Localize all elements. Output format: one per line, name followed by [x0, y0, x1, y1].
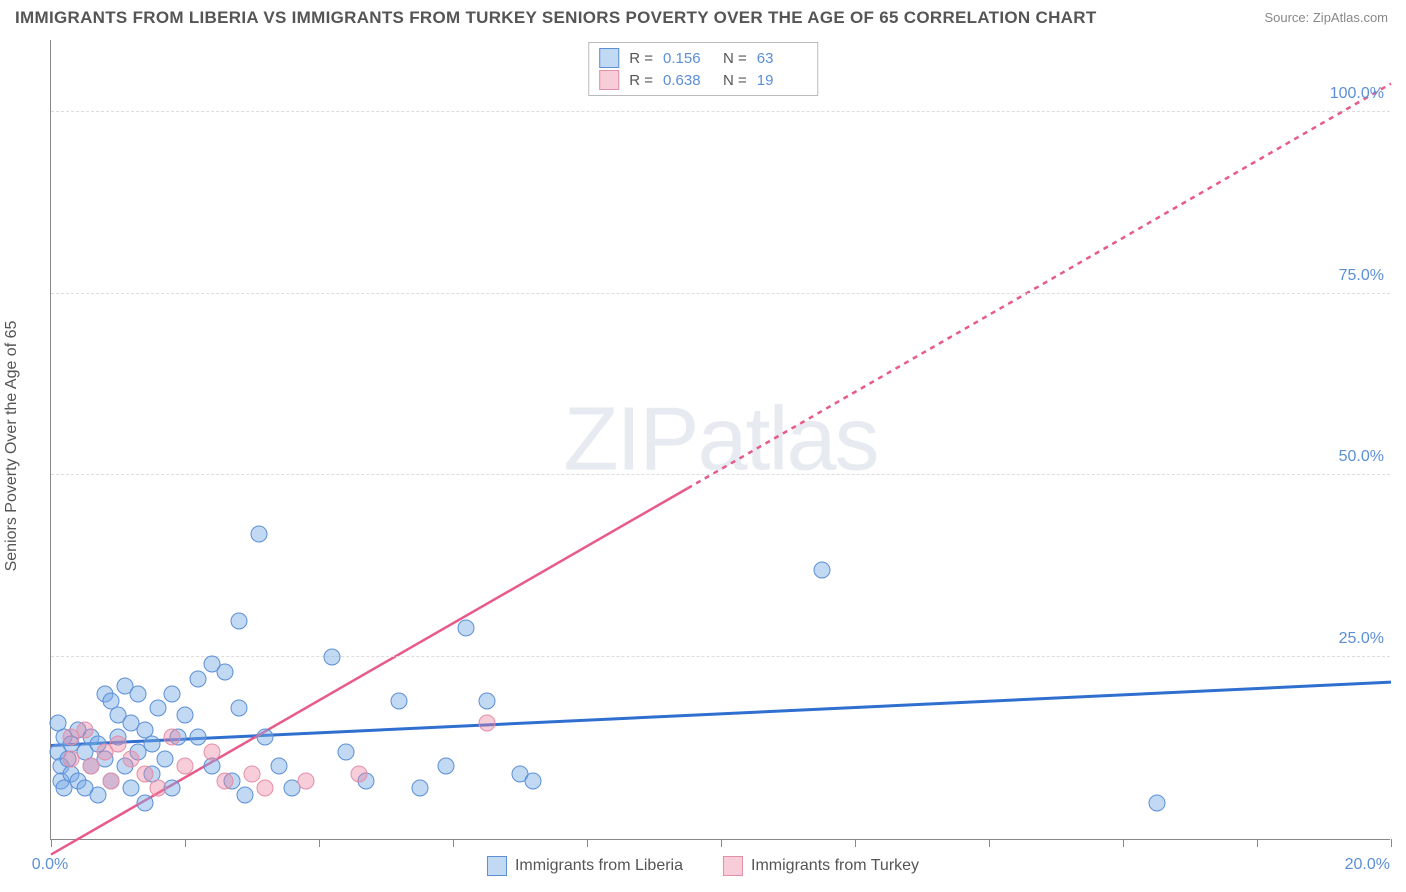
data-point: [177, 707, 194, 724]
y-tick-label: 25.0%: [1339, 630, 1384, 648]
legend-label: Immigrants from Liberia: [515, 857, 683, 875]
data-point: [525, 772, 542, 789]
data-point: [76, 721, 93, 738]
data-point: [190, 671, 207, 688]
data-point: [257, 780, 274, 797]
data-point: [150, 700, 167, 717]
legend-swatch: [599, 70, 619, 90]
x-tick: [587, 839, 588, 847]
data-point: [813, 561, 830, 578]
y-axis-label: Seniors Poverty Over the Age of 65: [3, 321, 21, 572]
data-point: [89, 787, 106, 804]
data-point: [1148, 794, 1165, 811]
data-point: [130, 685, 147, 702]
data-point: [150, 780, 167, 797]
x-tick: [721, 839, 722, 847]
data-point: [230, 700, 247, 717]
data-point: [177, 758, 194, 775]
data-point: [257, 729, 274, 746]
data-point: [123, 780, 140, 797]
data-point: [391, 692, 408, 709]
x-axis-min-label: 0.0%: [32, 856, 68, 874]
legend-swatch: [723, 856, 743, 876]
legend-item: Immigrants from Turkey: [723, 856, 919, 876]
x-tick: [1257, 839, 1258, 847]
y-tick-label: 75.0%: [1339, 267, 1384, 285]
data-point: [244, 765, 261, 782]
data-point: [438, 758, 455, 775]
data-point: [123, 751, 140, 768]
scatter-plot: ZIPatlas 25.0% 50.0% 75.0% 100.0%: [50, 40, 1390, 840]
trend-lines: [51, 40, 1390, 839]
legend-item: Immigrants from Liberia: [487, 856, 683, 876]
stats-legend: R = 0.156 N = 63 R = 0.638 N = 19: [588, 42, 818, 96]
y-tick-label: 100.0%: [1330, 85, 1384, 103]
data-point: [478, 692, 495, 709]
stats-row: R = 0.638 N = 19: [599, 69, 807, 91]
stats-row: R = 0.156 N = 63: [599, 47, 807, 69]
grid-line: [51, 656, 1390, 657]
source-attribution: Source: ZipAtlas.com: [1264, 10, 1388, 25]
legend-swatch: [487, 856, 507, 876]
data-point: [230, 612, 247, 629]
grid-line: [51, 111, 1390, 112]
data-point: [163, 729, 180, 746]
data-point: [163, 685, 180, 702]
grid-line: [51, 474, 1390, 475]
data-point: [203, 758, 220, 775]
data-point: [237, 787, 254, 804]
y-tick-label: 50.0%: [1339, 448, 1384, 466]
r-value: 0.638: [663, 72, 713, 89]
grid-line: [51, 293, 1390, 294]
x-tick: [51, 839, 52, 847]
data-point: [217, 663, 234, 680]
series-legend: Immigrants from Liberia Immigrants from T…: [487, 856, 919, 876]
chart-title: IMMIGRANTS FROM LIBERIA VS IMMIGRANTS FR…: [15, 8, 1097, 28]
data-point: [250, 525, 267, 542]
data-point: [143, 736, 160, 753]
r-value: 0.156: [663, 50, 713, 67]
data-point: [458, 620, 475, 637]
legend-label: Immigrants from Turkey: [751, 857, 919, 875]
data-point: [63, 751, 80, 768]
data-point: [217, 772, 234, 789]
x-tick: [185, 839, 186, 847]
x-tick: [1391, 839, 1392, 847]
legend-swatch: [599, 48, 619, 68]
data-point: [324, 649, 341, 666]
n-label: N =: [723, 72, 747, 89]
data-point: [270, 758, 287, 775]
n-value: 19: [757, 72, 807, 89]
data-point: [136, 794, 153, 811]
x-tick: [989, 839, 990, 847]
data-point: [351, 765, 368, 782]
n-label: N =: [723, 50, 747, 67]
x-tick: [453, 839, 454, 847]
data-point: [203, 743, 220, 760]
r-label: R =: [629, 50, 653, 67]
data-point: [103, 772, 120, 789]
data-point: [478, 714, 495, 731]
data-point: [297, 772, 314, 789]
x-tick: [855, 839, 856, 847]
data-point: [156, 751, 173, 768]
x-axis-max-label: 20.0%: [1345, 856, 1390, 874]
data-point: [411, 780, 428, 797]
watermark: ZIPatlas: [563, 388, 877, 491]
n-value: 63: [757, 50, 807, 67]
r-label: R =: [629, 72, 653, 89]
data-point: [83, 758, 100, 775]
data-point: [190, 729, 207, 746]
data-point: [136, 765, 153, 782]
data-point: [110, 736, 127, 753]
x-tick: [319, 839, 320, 847]
data-point: [337, 743, 354, 760]
x-tick: [1123, 839, 1124, 847]
